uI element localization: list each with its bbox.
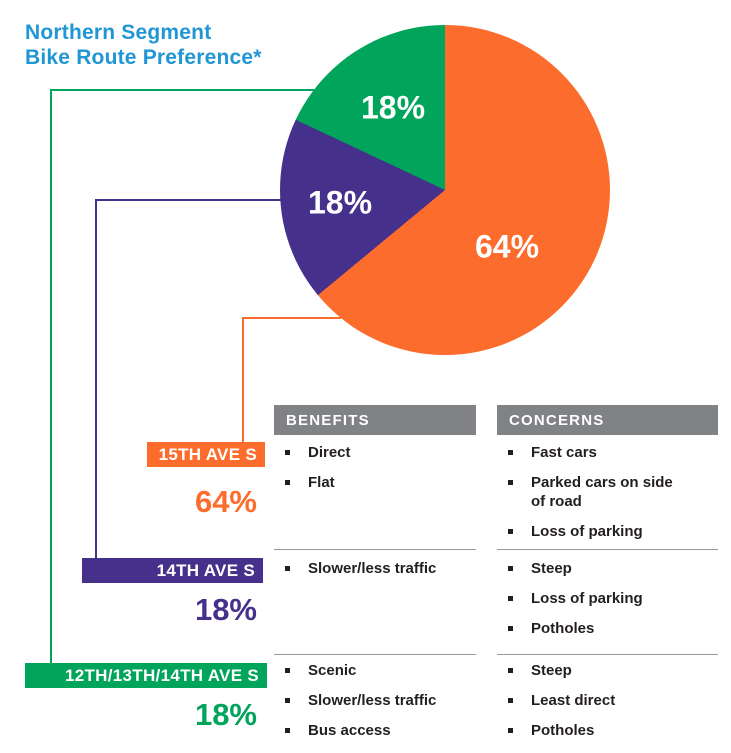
connector-line-purple-horizontal: [95, 199, 282, 201]
bullet-icon: [508, 698, 513, 703]
concerns-list-14th-ave: Steep Loss of parking Potholes: [508, 559, 720, 649]
benefits-list-14th-ave: Slower/less traffic: [285, 559, 475, 589]
route-pct-14th-ave: 18%: [194, 592, 257, 627]
concern-item: Potholes: [508, 721, 720, 740]
bullet-icon: [285, 728, 290, 733]
row-separator-benefits-row3: [274, 654, 476, 655]
route-label-12th-13th-14th-ave: 12TH/13TH/14TH AVE S: [25, 663, 267, 688]
bullet-icon: [508, 626, 513, 631]
concerns-list-15th-ave: Fast cars Parked cars on side of road Lo…: [508, 443, 720, 552]
chart-title-line2: Bike Route Preference*: [25, 46, 262, 69]
benefits-list-15th-ave: Direct Flat: [285, 443, 475, 503]
concern-item: Steep: [508, 559, 720, 578]
bullet-icon: [285, 480, 290, 485]
connector-line-green-horizontal: [50, 89, 314, 91]
route-label-14th-ave: 14TH AVE S: [82, 558, 263, 583]
bullet-icon: [285, 450, 290, 455]
benefit-item: Bus access: [285, 721, 475, 740]
concern-item: Potholes: [508, 619, 720, 638]
benefit-item: Slower/less traffic: [285, 691, 475, 710]
benefit-item: Slower/less traffic: [285, 559, 475, 578]
row-separator-concerns-row3: [497, 654, 718, 655]
bullet-icon: [508, 728, 513, 733]
bullet-icon: [508, 529, 513, 534]
bullet-icon: [285, 566, 290, 571]
route-pct-15th-ave: 64%: [194, 484, 257, 519]
row-separator-benefits-row2: [274, 549, 476, 550]
benefit-item: Direct: [285, 443, 475, 462]
connector-line-orange-horizontal: [242, 317, 341, 319]
concern-item: Steep: [508, 661, 720, 680]
concern-item: Least direct: [508, 691, 720, 710]
pie-slice-label-15th-ave: 64%: [474, 228, 540, 265]
benefit-item: Flat: [285, 473, 475, 492]
benefits-column-header: BENEFITS: [274, 405, 476, 435]
concerns-list-12th-13th-14th-ave: Steep Least direct Potholes: [508, 661, 720, 751]
benefit-item: Scenic: [285, 661, 475, 680]
connector-line-purple-vertical: [95, 199, 97, 558]
chart-title: Northern Segment Bike Route Preference*: [25, 20, 262, 70]
concern-item: Loss of parking: [508, 589, 720, 608]
bullet-icon: [508, 596, 513, 601]
concerns-column-header: CONCERNS: [497, 405, 718, 435]
concern-item: Parked cars on side of road: [508, 473, 720, 511]
bullet-icon: [285, 698, 290, 703]
connector-line-green-vertical: [50, 89, 52, 663]
row-separator-concerns-row2: [497, 549, 718, 550]
bullet-icon: [508, 480, 513, 485]
concern-item: Loss of parking: [508, 522, 720, 541]
connector-line-orange-vertical: [242, 317, 244, 442]
concern-item: Fast cars: [508, 443, 720, 462]
pie-chart: 64% 18% 18%: [280, 25, 610, 355]
chart-title-line1: Northern Segment: [25, 21, 212, 44]
route-pct-12th-13th-14th-ave: 18%: [194, 697, 257, 732]
bullet-icon: [508, 450, 513, 455]
pie-slice-label-14th-ave: 18%: [307, 184, 373, 221]
bullet-icon: [508, 566, 513, 571]
route-label-15th-ave: 15TH AVE S: [147, 442, 265, 467]
bullet-icon: [285, 668, 290, 673]
bullet-icon: [508, 668, 513, 673]
benefits-list-12th-13th-14th-ave: Scenic Slower/less traffic Bus access: [285, 661, 475, 751]
pie-slice-label-12th-13th-14th-ave: 18%: [360, 89, 426, 126]
